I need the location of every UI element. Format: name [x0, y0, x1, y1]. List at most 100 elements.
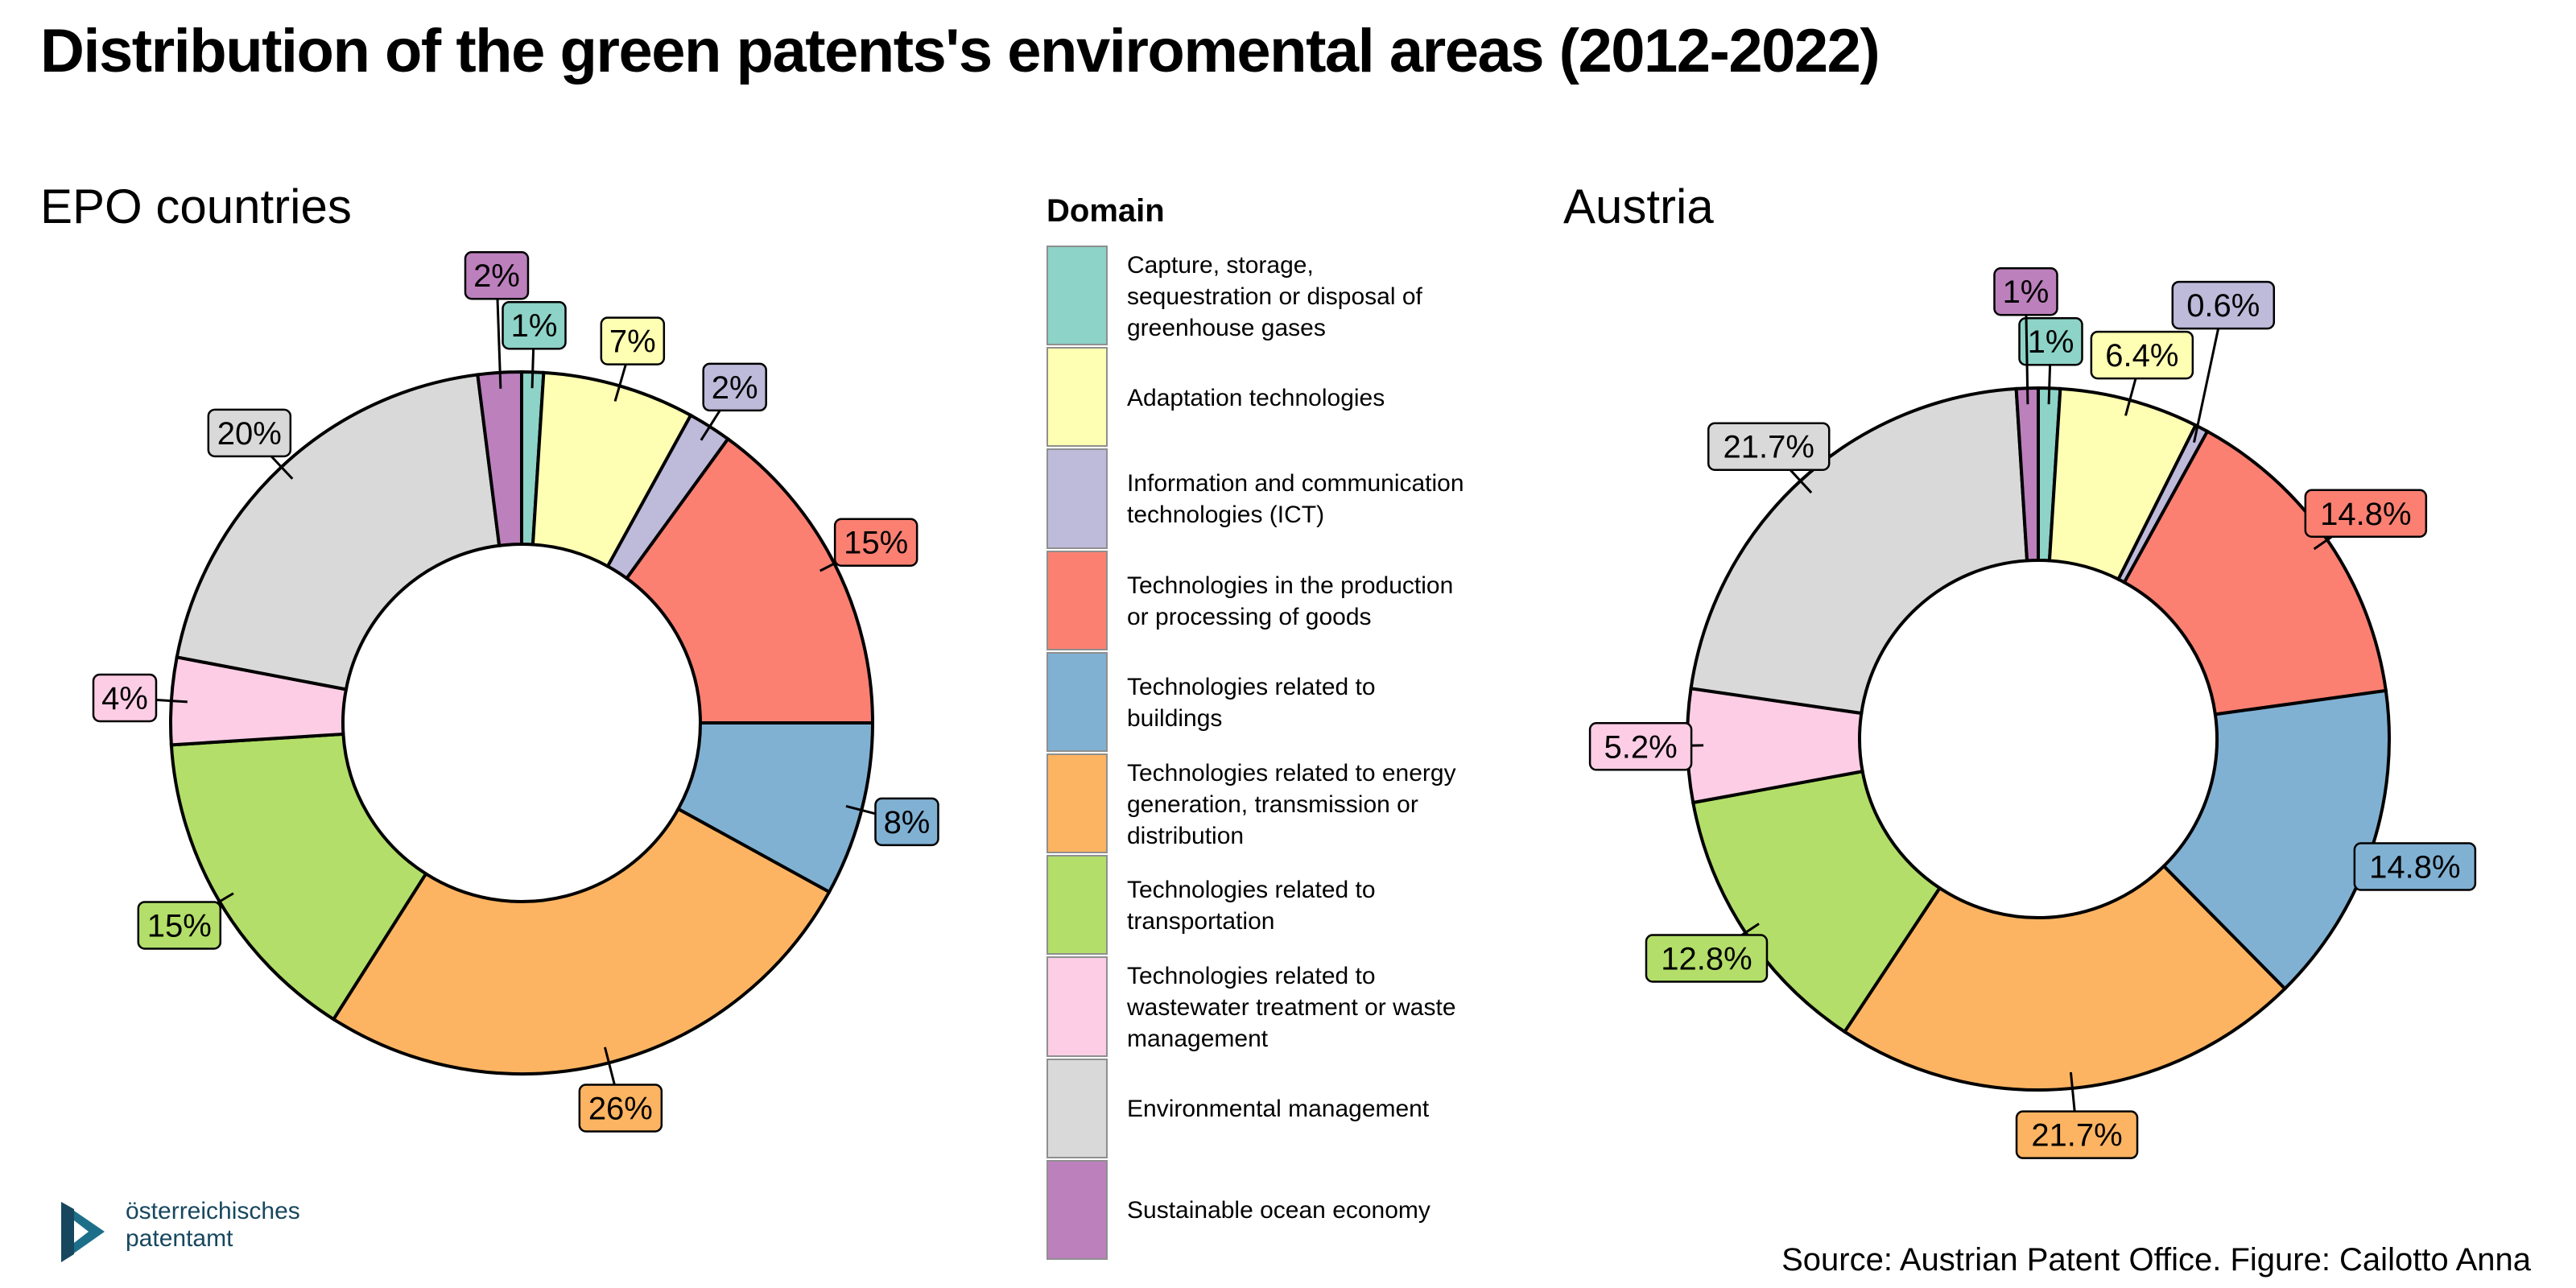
legend-swatch: [1046, 347, 1108, 448]
epo-label-box: [92, 673, 158, 723]
epo-value-label: 4%: [101, 681, 148, 716]
epo-label-box: [464, 250, 530, 300]
patent-office-logo: österreichisches patentamt: [56, 1198, 330, 1270]
legend-swatch: [1046, 956, 1108, 1057]
epo-value-label: 1%: [511, 308, 558, 344]
legend-title: Domain: [1046, 193, 1165, 229]
legend-item: Technologies related to transportation: [1046, 855, 1530, 956]
austria-value-label: 5.2%: [1604, 729, 1678, 765]
austria-label-box: [2018, 316, 2083, 366]
austria-slice: [2014, 386, 2040, 563]
epo-value-label: 7%: [609, 324, 656, 360]
legend-label: Capture, storage, sequestration or dispo…: [1127, 246, 1546, 347]
epo-label-box: [833, 518, 919, 567]
legend-swatch: [1046, 550, 1108, 650]
legend-label-text: Technologies related to energy generatio…: [1127, 759, 1456, 849]
epo-label-box: [137, 901, 222, 950]
legend-swatch: [1046, 651, 1108, 752]
logo-text: österreichisches patentamt: [126, 1198, 300, 1252]
epo-slice: [476, 369, 523, 547]
austria-value-label: 14.8%: [2320, 497, 2411, 532]
epo-value-label: 8%: [884, 805, 931, 840]
legend-label-text: Technologies in the production or proces…: [1127, 572, 1454, 630]
legend-label-text: Technologies related to wastewater treat…: [1127, 962, 1456, 1052]
patent-office-logo-icon: [61, 1202, 105, 1262]
legend-label: Information and communication technologi…: [1127, 448, 1546, 550]
epo-slice: [175, 373, 502, 691]
epo-label-box: [502, 300, 567, 350]
austria-value-label: 14.8%: [2369, 850, 2460, 886]
epo-label-box: [874, 797, 939, 847]
legend-label: Technologies related to energy generatio…: [1127, 753, 1546, 855]
legend-label: Technologies in the production or proces…: [1127, 551, 1546, 652]
legend-label-text: Adaptation technologies: [1127, 384, 1385, 411]
austria-value-label: 1%: [2028, 324, 2074, 360]
austria-value-label: 12.8%: [1661, 942, 1752, 977]
austria-slice: [2161, 688, 2391, 992]
legend-label: Adaptation technologies: [1127, 347, 1546, 448]
legend-item: Technologies in the production or proces…: [1046, 550, 1530, 652]
epo-value-label: 20%: [217, 416, 282, 452]
legend-swatch: [1046, 753, 1108, 854]
legend-label: Technologies related to transportation: [1127, 855, 1546, 956]
austria-value-label: 21.7%: [2031, 1118, 2122, 1154]
legend-item: Capture, storage, sequestration or dispo…: [1046, 246, 1530, 347]
epo-slice: [331, 807, 832, 1075]
austria-label-box: [2015, 1110, 2139, 1159]
austria-slice: [1842, 864, 2288, 1092]
austria-label-box: [2171, 280, 2276, 330]
legend-item: Technologies related to buildings: [1046, 651, 1530, 753]
epo-value-label: 26%: [588, 1091, 653, 1126]
austria-value-label: 1%: [2003, 275, 2050, 310]
austria-slice: [2122, 429, 2388, 716]
legend-swatch: [1046, 855, 1108, 956]
epo-value-label: 2%: [712, 370, 758, 406]
epo-donut-chart: 1% 7% 2% 15% 8% 26% 15% 4% 20% 2%: [92, 250, 939, 1133]
austria-label-box: [1707, 422, 1831, 471]
legend-label: Technologies related to buildings: [1127, 652, 1546, 753]
epo-slice: [169, 732, 428, 1022]
legend-item: Information and communication technologi…: [1046, 448, 1530, 550]
legend-item: Adaptation technologies: [1046, 347, 1530, 448]
epo-label-box: [578, 1084, 663, 1133]
epo-slice: [624, 436, 875, 724]
austria-label-box: [2353, 842, 2477, 891]
legend-label-text: Environmental management: [1127, 1096, 1430, 1123]
austria-donut-chart: 1% 6.4%0.6% 14.8% 14.8% 21.7% 12.8% 5.2% 21.7% 1…: [1588, 266, 2477, 1159]
legend-label-text: Capture, storage, sequestration or dispo…: [1127, 251, 1422, 341]
legend-swatch: [1046, 448, 1108, 549]
austria-slice: [1689, 386, 2029, 716]
epo-chart-subtitle: EPO countries: [40, 180, 352, 233]
chart-title: Distribution of the green patents's envi…: [40, 17, 1880, 85]
epo-label-box: [600, 316, 666, 365]
epo-value-label: 2%: [473, 258, 520, 294]
legend-label: Sustainable ocean economy: [1127, 1160, 1546, 1261]
legend-item: Sustainable ocean economy: [1046, 1159, 1530, 1261]
legend-label-text: Sustainable ocean economy: [1127, 1197, 1430, 1224]
legend-item: Technologies related to wastewater treat…: [1046, 956, 1530, 1058]
austria-slice: [1690, 769, 1942, 1034]
epo-label-box: [207, 408, 292, 458]
source-caption: Source: Austrian Patent Office. Figure: …: [1781, 1242, 2531, 1278]
legend-swatch: [1046, 1058, 1108, 1158]
legend-label: Environmental management: [1127, 1059, 1546, 1160]
legend-label-text: Technologies related to transportation: [1127, 877, 1376, 935]
austria-value-label: 0.6%: [2186, 288, 2260, 324]
legend-label-text: Technologies related to buildings: [1127, 673, 1376, 732]
legend-item: Environmental management: [1046, 1058, 1530, 1160]
austria-label-box: [1993, 266, 2058, 316]
austria-label-box: [1588, 722, 1693, 771]
austria-chart-subtitle: Austria: [1563, 180, 1714, 233]
austria-label-box: [1645, 934, 1769, 983]
austria-label-box: [2090, 330, 2194, 380]
austria-label-box: [2304, 489, 2428, 539]
epo-value-label: 15%: [147, 908, 212, 943]
austria-value-label: 6.4%: [2105, 338, 2178, 374]
epo-value-label: 15%: [844, 526, 908, 561]
legend-label: Technologies related to wastewater treat…: [1127, 956, 1546, 1058]
legend-label-text: Information and communication technologi…: [1127, 470, 1464, 529]
epo-label-box: [702, 362, 767, 412]
legend-swatch: [1046, 1159, 1108, 1260]
legend-swatch: [1046, 246, 1108, 346]
